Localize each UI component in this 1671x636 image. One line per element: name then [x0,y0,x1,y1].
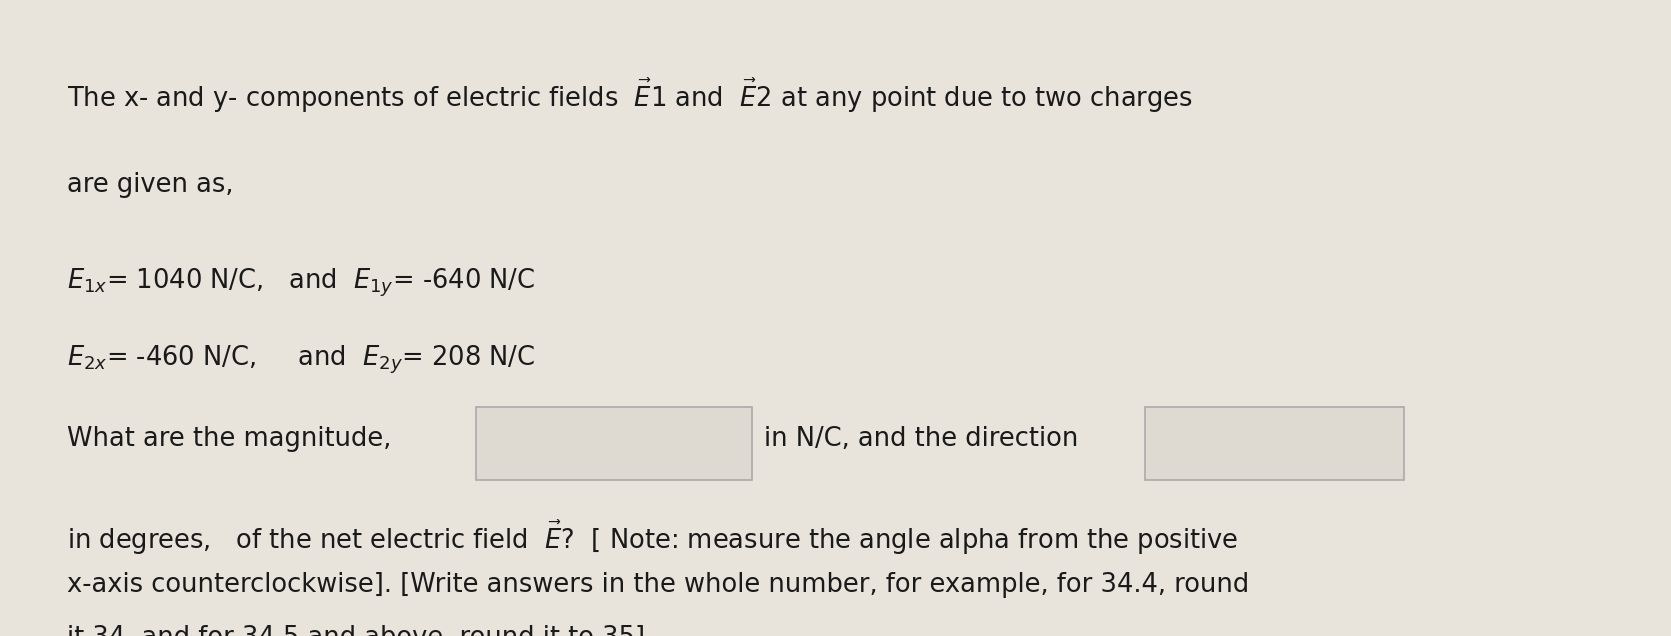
Text: it 34, and for 34.5 and above  round it to 35]: it 34, and for 34.5 and above round it t… [67,625,645,636]
Text: $E_{1x}$= 1040 N/C,   and  $E_{1y}$= -640 N/C: $E_{1x}$= 1040 N/C, and $E_{1y}$= -640 N… [67,267,535,300]
Text: $E_{2x}$= -460 N/C,     and  $E_{2y}$= 208 N/C: $E_{2x}$= -460 N/C, and $E_{2y}$= 208 N/… [67,343,535,376]
Text: x-axis counterclockwise]. [Write answers in the whole number, for example, for 3: x-axis counterclockwise]. [Write answers… [67,572,1250,598]
Text: What are the magnitude,: What are the magnitude, [67,426,391,452]
FancyBboxPatch shape [476,407,752,480]
Text: in N/C, and the direction: in N/C, and the direction [764,426,1078,452]
Text: The x- and y- components of electric fields  $\vec{E}$1 and  $\vec{E}$2 at any p: The x- and y- components of electric fie… [67,76,1193,114]
Text: in degrees,   of the net electric field  $\vec{E}$?  [ Note: measure the angle a: in degrees, of the net electric field $\… [67,518,1238,556]
Text: are given as,: are given as, [67,172,234,198]
FancyBboxPatch shape [1145,407,1404,480]
